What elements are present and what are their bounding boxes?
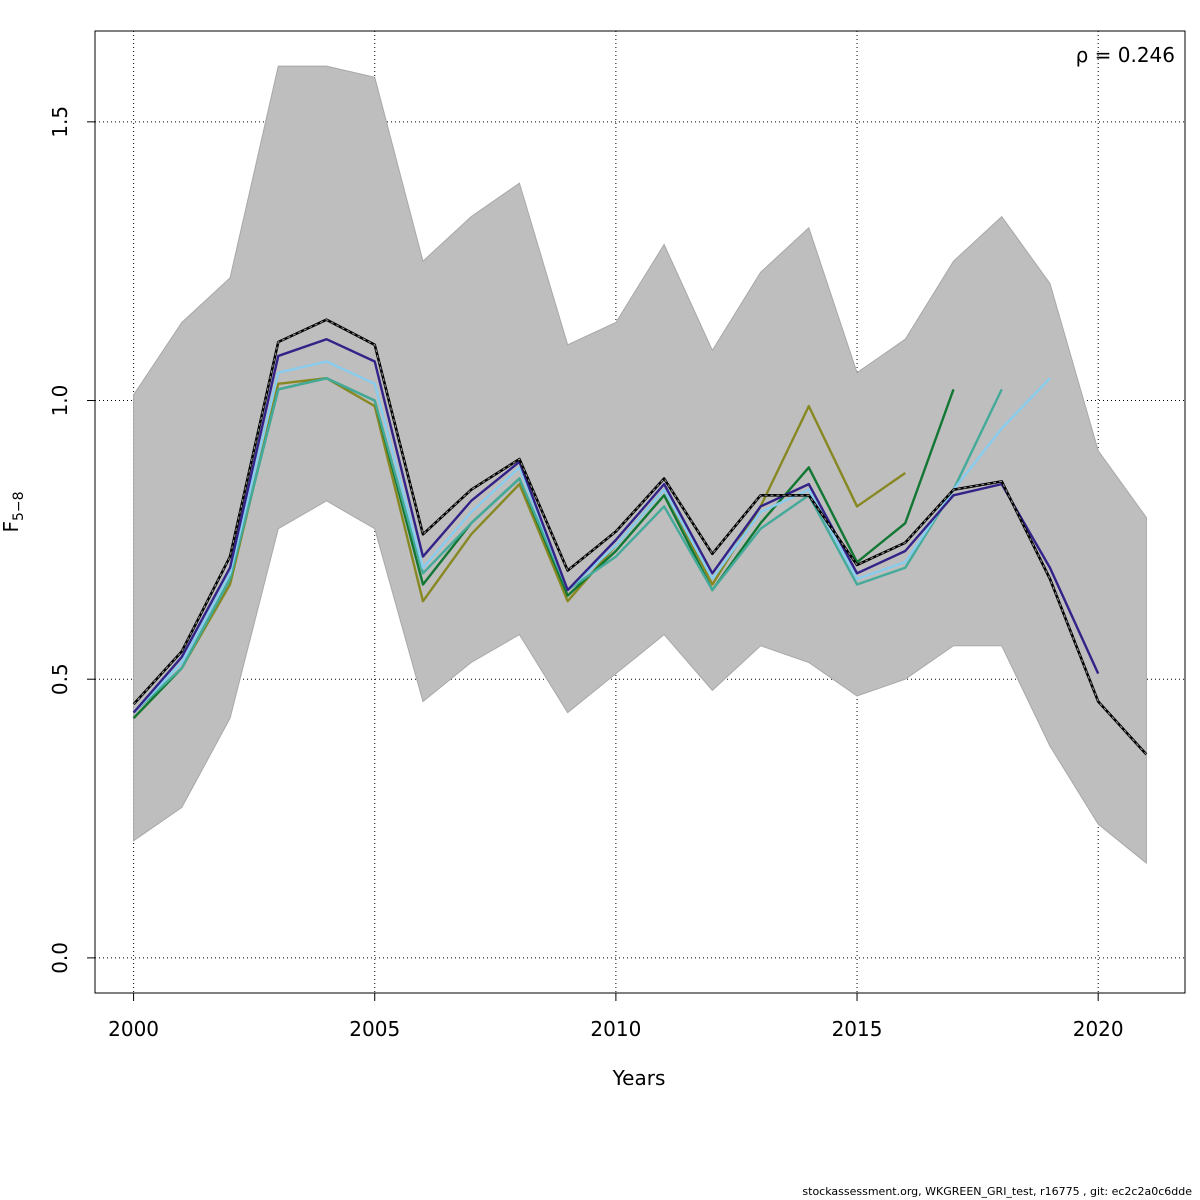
- footer-credit: stockassessment.org, WKGREEN_GRI_test, r…: [802, 1185, 1192, 1198]
- rho-annotation: ρ = 0.246: [1076, 43, 1175, 67]
- y-tick-label: 1.0: [48, 385, 72, 417]
- axes: 2000 2005 2010 2015 2020 0.0 0.5 1.0 1.5: [48, 106, 1124, 1041]
- x-tick-label: 2010: [590, 1017, 641, 1041]
- y-axis-title-main: F: [0, 521, 23, 533]
- confidence-band-area: [133, 65, 1147, 865]
- y-tick-label: 0.5: [48, 663, 72, 695]
- series-line-4: [132, 360, 1051, 714]
- y-axis-title: F5−8: [0, 491, 27, 532]
- x-tick-label: 2005: [349, 1017, 400, 1041]
- x-axis-title: Years: [612, 1066, 666, 1090]
- y-tick-label: 0.0: [48, 942, 72, 974]
- series-line-5: [132, 338, 1100, 714]
- confidence-band: [133, 65, 1147, 865]
- x-tick-label: 2020: [1073, 1017, 1124, 1041]
- y-axis-title-sub: 5−8: [11, 491, 27, 521]
- series-line-final-dash: [133, 319, 1147, 755]
- plot-frame: [94, 30, 1186, 994]
- x-tick-label: 2000: [108, 1017, 159, 1041]
- series-lines: [132, 318, 1148, 756]
- x-tick-label: 2015: [832, 1017, 883, 1041]
- y-tick-label: 1.5: [48, 106, 72, 138]
